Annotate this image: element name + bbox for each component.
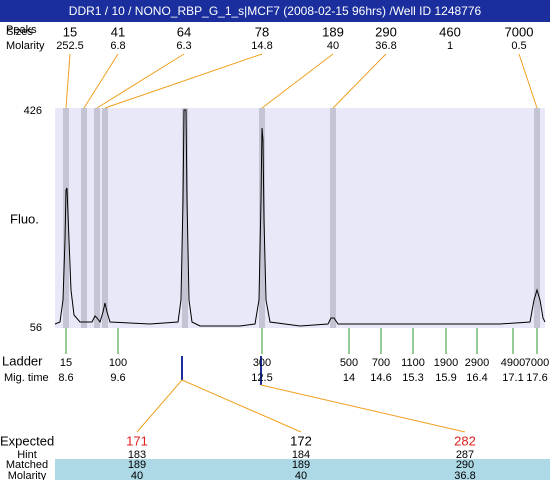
matched-band <box>55 459 550 480</box>
peak-molarity: 14.8 <box>251 40 272 52</box>
ladder-size: 300 <box>253 357 271 369</box>
expected-value: 282 <box>454 433 476 448</box>
peak-molarity: 1 <box>447 40 453 52</box>
ladder-size: 500 <box>340 357 358 369</box>
ladder-size: 100 <box>109 357 127 369</box>
peak-leader <box>518 53 538 109</box>
peak-size: 290 <box>375 24 397 39</box>
peak-molarity: 6.3 <box>176 40 191 52</box>
molarity-value: 36.8 <box>454 470 475 480</box>
peak-band <box>182 108 188 328</box>
title: DDR1 / 10 / NONO_RBP_G_1_s|MCF7 (2008-02… <box>69 4 482 18</box>
ladder-size: 7000 <box>525 357 549 369</box>
ladder-size: 2900 <box>465 357 489 369</box>
mig-time: 17.6 <box>526 372 547 384</box>
molarity-value: 40 <box>131 470 143 480</box>
peak-molarity: 40 <box>327 40 339 52</box>
hint-value: 184 <box>292 449 310 461</box>
peak-leader <box>332 53 387 109</box>
peak-size: 460 <box>439 24 461 39</box>
mig-time: 16.4 <box>466 372 487 384</box>
matched-label: Matched <box>6 459 48 471</box>
plot-area <box>55 108 545 328</box>
peak-band <box>102 108 108 328</box>
mig-time: 17.1 <box>502 372 523 384</box>
peak-leader <box>261 53 334 109</box>
peak-band <box>94 108 100 328</box>
peak-band <box>534 108 540 328</box>
molarity-value: 40 <box>295 470 307 480</box>
peaks-label: Peaks <box>6 24 37 36</box>
mig-time: 14 <box>343 372 355 384</box>
sizes-label: Sizes <box>6 26 33 38</box>
leader <box>260 384 466 433</box>
leader <box>181 379 302 433</box>
peak-molarity: 0.5 <box>511 40 526 52</box>
peak-leader <box>96 53 185 109</box>
mig-time: 14.6 <box>370 372 391 384</box>
mig-time-label: Mig. time <box>4 372 49 384</box>
ladder-size: 700 <box>372 357 390 369</box>
ladder-size: 15 <box>60 357 72 369</box>
peak-size: 15 <box>63 24 77 39</box>
peak-leader <box>65 53 71 109</box>
matched-value: 189 <box>292 459 310 471</box>
peak-band <box>330 108 336 328</box>
expected-label: Expected <box>0 433 54 448</box>
peak-size: 41 <box>111 24 125 39</box>
mig-time: 15.3 <box>402 372 423 384</box>
mig-time: 9.6 <box>110 372 125 384</box>
peak-band <box>63 108 69 328</box>
peak-size: 189 <box>322 24 344 39</box>
molarity-row-label: Molarity <box>8 470 47 480</box>
ladder-size: 1900 <box>434 357 458 369</box>
title-bar <box>0 0 550 22</box>
mig-time: 12.5 <box>251 372 272 384</box>
y-min: 56 <box>30 322 42 334</box>
peak-band <box>81 108 87 328</box>
peak-leader <box>83 53 119 109</box>
peak-size: 64 <box>177 24 191 39</box>
expected-leaders <box>136 379 466 433</box>
ladder-size: 1100 <box>401 357 425 369</box>
peak-leader <box>104 53 263 109</box>
hint-value: 183 <box>128 449 146 461</box>
peak-bands <box>63 108 540 328</box>
peak-size: 7000 <box>505 24 534 39</box>
peak-band <box>259 108 265 328</box>
mig-time: 8.6 <box>58 372 73 384</box>
expected-value: 171 <box>126 433 148 448</box>
peak-molarity: 6.8 <box>110 40 125 52</box>
hint-label: Hint <box>17 449 37 461</box>
mig-time: 15.9 <box>435 372 456 384</box>
matched-value: 290 <box>456 459 474 471</box>
peak-size: 78 <box>255 24 269 39</box>
ladder-label: Ladder <box>2 353 43 368</box>
expected-value: 172 <box>290 433 312 448</box>
hint-value: 287 <box>456 449 474 461</box>
matched-value: 189 <box>128 459 146 471</box>
trace <box>54 109 546 327</box>
peak-molarity: 252.5 <box>56 40 84 52</box>
peak-molarity: 36.8 <box>375 40 396 52</box>
y-max: 426 <box>24 105 42 117</box>
molarity-label: Molarity <box>6 40 45 52</box>
y-axis-label: Fluo. <box>10 211 39 226</box>
ladder-size: 4900 <box>501 357 525 369</box>
leader <box>136 379 183 433</box>
